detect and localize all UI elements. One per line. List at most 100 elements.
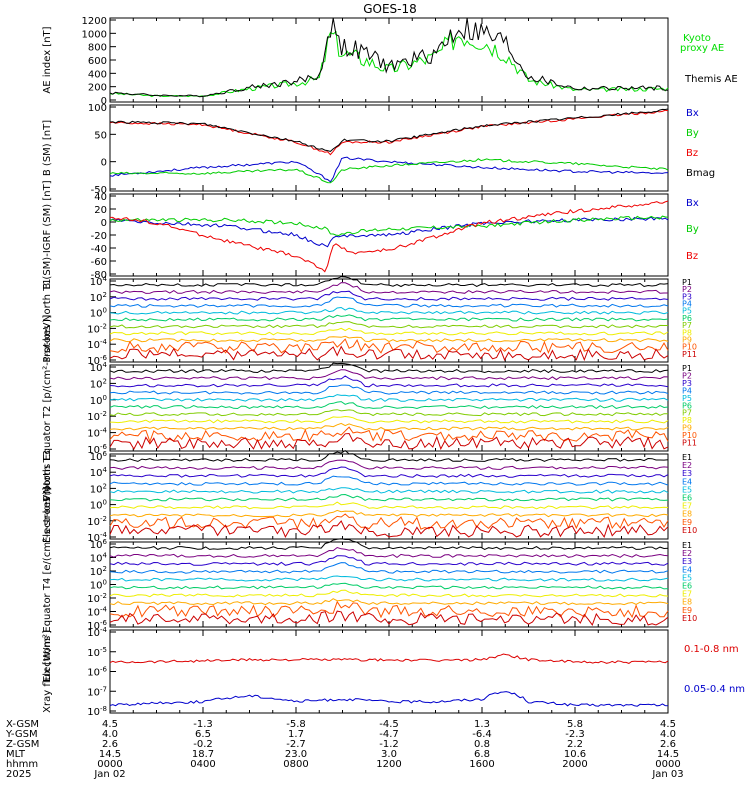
series-line-by: [109, 158, 669, 184]
footer-value: -6.4: [472, 729, 492, 740]
series-line-e8: [109, 509, 669, 518]
legend-e8: E8: [682, 598, 692, 607]
legend-p10: P10: [682, 343, 697, 352]
series-line-e2: [109, 459, 669, 470]
y-tick-label: 100: [90, 499, 107, 512]
legend-p7: P7: [682, 409, 692, 418]
footer-value: 4.0: [660, 729, 676, 740]
panel-3: B (SM)-IGRF (SM) [nT] -80 -60 -40 -20 0 20 40 Bx…: [42, 180, 699, 289]
legend-e5: E5: [682, 573, 692, 582]
legend-e4: E4: [682, 477, 692, 486]
y-tick-label: 104: [90, 275, 108, 288]
y-tick-label: 10-2: [87, 410, 107, 423]
date-start: Jan 02: [93, 769, 125, 780]
legend-e1: E1: [682, 453, 692, 462]
y-tick-label: 100: [88, 103, 107, 114]
y-tick-label: 10-6: [87, 666, 107, 679]
legend-p3: P3: [682, 292, 692, 301]
y-axis-label: Electrons North T3: [42, 450, 53, 543]
series-line-e8: [109, 598, 669, 606]
series-line-p7: [109, 321, 668, 329]
panel-8: Xray flux [W/m²] 10-8 10-7 10-6 10-5 10-4 0.1-…: [42, 626, 745, 718]
y-tick-label: -20: [91, 231, 107, 242]
footer-value: 1200: [376, 759, 401, 770]
footer-value: 2.6: [660, 739, 676, 750]
footer-value: -0.2: [193, 739, 213, 750]
footer-row-label: MLT: [6, 749, 26, 760]
y-tick-label: 100: [90, 394, 107, 407]
footer-value: -4.5: [379, 719, 399, 730]
series-line-e7: [109, 501, 669, 510]
legend-p7: P7: [682, 321, 692, 330]
series-line-by: [109, 215, 669, 237]
y-tick-label: 102: [90, 565, 107, 578]
y-tick-label: 10-6: [87, 354, 107, 367]
legend-p1: P1: [682, 364, 692, 373]
y-tick-label: 1000: [82, 29, 107, 40]
footer-value: 0800: [283, 759, 308, 770]
series-line-p3: [109, 375, 669, 388]
series-line-e4: [109, 475, 669, 486]
series-line-e7: [109, 589, 669, 598]
legend-p10: P10: [682, 431, 697, 440]
y-tick-label: 20: [94, 205, 107, 216]
position-footer: X-GSM 4.5 -1.3 -5.8 -4.5 1.3 5.8 4.5 Y-GSM 4.0 6.5…: [5, 719, 684, 780]
legend-kyoto-proxy-ae-2: proxy AE: [680, 43, 724, 54]
legend-p2: P2: [682, 285, 692, 294]
footer-value: -1.2: [379, 739, 399, 750]
footer-value: 2.2: [567, 739, 583, 750]
series-line-0-05-0-4-nm: [109, 691, 669, 707]
legend-e5: E5: [682, 485, 692, 494]
y-tick-label: 104: [90, 361, 108, 374]
chart-title: GOES-18: [363, 2, 417, 16]
y-tick-label: 10-2: [87, 515, 107, 528]
footer-value: -1.3: [193, 719, 213, 730]
series-line-e6: [109, 582, 669, 590]
footer-value: 1600: [469, 759, 494, 770]
series-line-e3: [109, 466, 669, 478]
legend-e3: E3: [682, 469, 692, 478]
footer-row-label: Z-GSM: [6, 739, 39, 750]
footer-value: 3.0: [381, 749, 397, 760]
legend-p4: P4: [682, 300, 692, 309]
series-line-e2: [109, 546, 669, 559]
series-line-p10: [109, 426, 669, 443]
y-tick-label: 600: [88, 56, 107, 67]
y-axis-label: Protons North T1: [42, 278, 53, 362]
footer-value: 0400: [190, 759, 215, 770]
y-axis-label: AE index [nT]: [42, 26, 53, 93]
y-axis-label: Xray flux [W/m²]: [42, 630, 53, 713]
legend-e6: E6: [682, 582, 692, 591]
footer-value: 14.5: [99, 749, 121, 760]
legend-themis-ae: Themis AE: [684, 74, 738, 85]
y-tick-label: 10-4: [87, 606, 107, 619]
panel-frame: [109, 629, 669, 714]
legend-p11: P11: [682, 350, 697, 359]
legend-p6: P6: [682, 401, 692, 410]
footer-value: 4.0: [102, 729, 118, 740]
y-tick-label: 800: [88, 43, 107, 54]
footer-value: -5.8: [286, 719, 306, 730]
panel-frame: [109, 17, 669, 103]
legend-p8: P8: [682, 328, 692, 337]
legend-e9: E9: [682, 518, 692, 527]
y-tick-label: 106: [90, 538, 108, 551]
footer-row-label: Y-GSM: [5, 729, 38, 740]
legend-e3: E3: [682, 557, 692, 566]
legend-e7: E7: [682, 590, 692, 599]
footer-value: 6.5: [195, 729, 211, 740]
legend-p1: P1: [682, 278, 692, 287]
series-line-p7: [109, 409, 669, 417]
legend-p9: P9: [682, 335, 692, 344]
series-line-e10: [109, 610, 669, 626]
panel-6: Electrons North T3 10-4 10-2 100 102 104 106 E1…: [42, 449, 697, 544]
y-axis-label: Electrons Equator T4 [e/(cm²-s-sr-keV)]: [42, 487, 53, 682]
y-tick-label: 10-4: [87, 626, 107, 639]
series-line-p9: [109, 422, 669, 431]
legend-e8: E8: [682, 510, 692, 519]
y-tick-label: 50: [94, 130, 107, 141]
panels: AE index [nT]020040060080010001200Kyotop…: [42, 16, 745, 718]
y-tick-label: 106: [90, 450, 108, 463]
series-line-0-1-0-8-nm: [109, 653, 669, 664]
